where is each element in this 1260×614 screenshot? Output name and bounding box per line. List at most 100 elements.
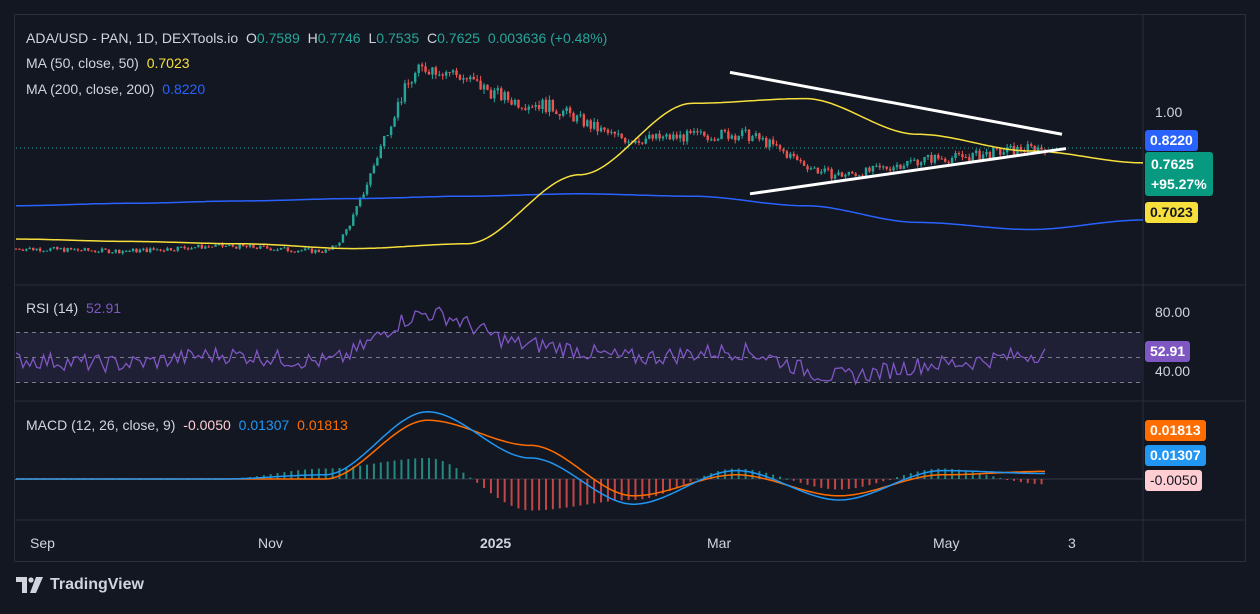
candle-body bbox=[365, 184, 369, 195]
macd-histogram-bar bbox=[407, 458, 410, 479]
ma200-label: MA (200, close, 200) bbox=[26, 81, 155, 97]
candle-body bbox=[792, 153, 795, 157]
candle-body bbox=[159, 249, 162, 251]
candle-body bbox=[369, 173, 372, 185]
candle-body bbox=[317, 249, 321, 252]
macd-histogram-bar bbox=[641, 479, 644, 500]
candle-body bbox=[66, 247, 69, 252]
candle-body bbox=[393, 117, 396, 127]
symbol-label: ADA/USD - PAN, 1D, DEXTools.io bbox=[26, 30, 239, 46]
macd-histogram-bar bbox=[703, 475, 706, 479]
candle-body bbox=[992, 147, 995, 159]
rsi-line bbox=[15, 306, 1046, 386]
candle-body bbox=[524, 108, 527, 110]
candle-body bbox=[176, 246, 179, 251]
candle-body bbox=[599, 127, 603, 132]
candle-body bbox=[878, 165, 882, 168]
candle-body bbox=[586, 120, 589, 127]
candle-body bbox=[648, 134, 651, 139]
candle-body bbox=[758, 133, 761, 140]
candle-body bbox=[76, 249, 80, 251]
candle-body bbox=[410, 82, 413, 84]
candle-body bbox=[840, 172, 844, 177]
candle-body bbox=[389, 126, 393, 136]
candle-body bbox=[241, 244, 245, 246]
time-label-may: May bbox=[933, 535, 960, 551]
candle-body bbox=[978, 150, 981, 160]
candle-body bbox=[761, 137, 765, 140]
tradingview-logo[interactable]: TradingView bbox=[16, 576, 144, 594]
candle-body bbox=[706, 135, 709, 140]
open-value: 0.7589 bbox=[256, 30, 300, 46]
candle-body bbox=[541, 99, 544, 109]
candle-body bbox=[727, 131, 730, 139]
candle-body bbox=[14, 248, 18, 250]
candle-body bbox=[971, 153, 974, 161]
candle-body bbox=[355, 206, 358, 215]
candle-body bbox=[204, 246, 207, 249]
macd-histogram-bar bbox=[909, 473, 912, 479]
candle-body bbox=[854, 173, 857, 177]
candle-body bbox=[465, 78, 469, 80]
rsi-label: RSI (14) bbox=[26, 300, 79, 316]
macd-histogram-bar bbox=[999, 477, 1002, 479]
candle-body bbox=[482, 84, 486, 90]
candle-body bbox=[592, 121, 596, 129]
candle-body bbox=[981, 154, 985, 160]
macd-histogram-bar bbox=[372, 463, 375, 479]
candle-body bbox=[651, 134, 654, 139]
candle-body bbox=[916, 159, 919, 166]
macd-histogram-bar bbox=[400, 459, 403, 479]
candle-body bbox=[799, 159, 802, 162]
macd-histogram-bar bbox=[613, 479, 616, 501]
close-price-value: 0.7625 bbox=[1151, 156, 1194, 172]
candle-body bbox=[475, 79, 479, 81]
candle-body bbox=[59, 248, 62, 250]
candle-body bbox=[909, 160, 912, 162]
candle-body bbox=[747, 129, 751, 142]
macd-histogram-bar bbox=[427, 458, 430, 479]
candle-body bbox=[1033, 145, 1036, 153]
candle-body bbox=[293, 251, 296, 253]
candle-body bbox=[844, 174, 847, 177]
candle-body bbox=[32, 247, 35, 251]
candle-body bbox=[379, 146, 383, 159]
candle-body bbox=[45, 250, 49, 252]
macd-histogram-bar bbox=[462, 472, 465, 479]
macd-legend: MACD (12, 26, close, 9) -0.0050 0.01307 … bbox=[26, 417, 352, 433]
macd-line-tag: 0.01307 bbox=[1145, 445, 1206, 466]
candle-body bbox=[414, 72, 417, 83]
candle-body bbox=[1040, 147, 1043, 150]
candle-body bbox=[118, 249, 121, 254]
macd-histogram-bar bbox=[1013, 479, 1016, 481]
candle-body bbox=[266, 246, 269, 249]
macd-histogram-bar bbox=[1033, 479, 1036, 484]
candle-body bbox=[173, 250, 176, 252]
candle-body bbox=[262, 245, 265, 247]
macd-histogram-bar bbox=[737, 468, 740, 479]
candle-body bbox=[1036, 147, 1040, 153]
candle-body bbox=[520, 107, 524, 109]
candle-body bbox=[974, 150, 978, 154]
macd-histogram-bar bbox=[840, 479, 843, 490]
candle-body bbox=[62, 248, 66, 252]
candle-body bbox=[806, 165, 809, 170]
macd-histogram-bar bbox=[386, 461, 389, 479]
candle-body bbox=[740, 130, 744, 137]
candle-body bbox=[186, 248, 190, 250]
rsi-label-40: 40.00 bbox=[1155, 363, 1191, 379]
macd-histogram-bar bbox=[421, 458, 424, 479]
candle-body bbox=[644, 138, 647, 144]
macd-histogram-bar bbox=[834, 479, 837, 490]
macd-histogram-bar bbox=[600, 479, 603, 503]
candle-body bbox=[493, 90, 496, 99]
candle-body bbox=[940, 158, 943, 160]
candle-body bbox=[895, 164, 899, 168]
candle-body bbox=[348, 225, 352, 230]
candle-body bbox=[830, 169, 833, 179]
candle-body bbox=[506, 92, 510, 101]
candle-body bbox=[561, 111, 565, 116]
ma200-line bbox=[16, 193, 1143, 231]
candle-body bbox=[128, 250, 131, 252]
